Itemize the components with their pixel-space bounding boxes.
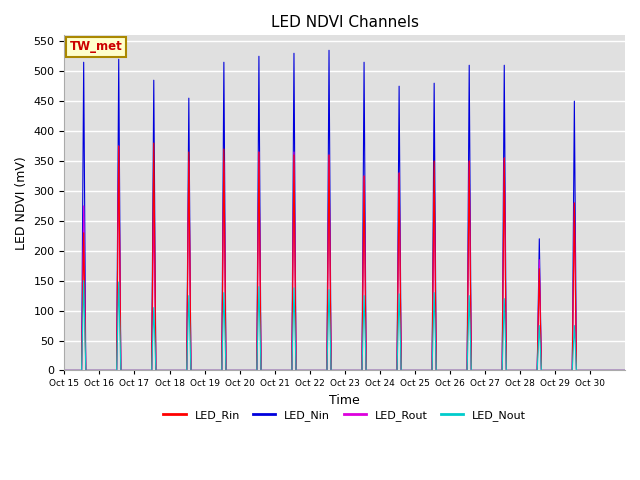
LED_Nin	[175, 368, 183, 373]
LED_Rout	[467, 245, 474, 251]
LED_Rout	[417, 368, 424, 373]
Line: LED_Rout: LED_Rout	[65, 146, 625, 371]
LED_Nout	[175, 368, 183, 373]
Line: LED_Nin: LED_Nin	[65, 50, 625, 371]
LED_Nout	[502, 349, 509, 355]
LED_Nin	[417, 368, 424, 373]
LED_Rin	[175, 368, 183, 373]
Text: TW_met: TW_met	[70, 40, 123, 53]
LED_Rin	[536, 274, 543, 280]
LED_Nin	[536, 247, 543, 252]
LED_Nout	[536, 326, 543, 332]
LED_Nout	[417, 368, 424, 373]
LED_Rout	[61, 368, 68, 373]
LED_Nout	[61, 368, 68, 373]
LED_Rout	[615, 368, 623, 373]
LED_Nin	[615, 368, 623, 373]
LED_Rin	[150, 140, 157, 146]
LED_Nout	[80, 278, 88, 284]
X-axis label: Time: Time	[330, 394, 360, 407]
LED_Rin	[61, 368, 68, 373]
LED_Rout	[115, 143, 123, 149]
LED_Rin	[502, 314, 509, 320]
Y-axis label: LED NDVI (mV): LED NDVI (mV)	[15, 156, 28, 250]
LED_Rout	[536, 266, 543, 272]
LED_Nin	[621, 368, 629, 373]
LED_Nout	[615, 368, 623, 373]
LED_Nin	[502, 291, 509, 297]
LED_Nin	[467, 190, 474, 195]
LED_Rin	[621, 368, 629, 373]
LED_Rout	[502, 314, 509, 320]
LED_Rout	[175, 368, 183, 373]
LED_Rin	[417, 368, 424, 373]
LED_Nin	[61, 368, 68, 373]
LED_Nout	[621, 368, 629, 373]
LED_Rout	[621, 368, 629, 373]
LED_Rin	[615, 368, 623, 373]
LED_Nout	[467, 324, 474, 330]
Legend: LED_Rin, LED_Nin, LED_Rout, LED_Nout: LED_Rin, LED_Nin, LED_Rout, LED_Nout	[159, 406, 531, 425]
Line: LED_Nout: LED_Nout	[65, 281, 625, 371]
LED_Rin	[467, 245, 474, 251]
LED_Nin	[325, 48, 333, 53]
Line: LED_Rin: LED_Rin	[65, 143, 625, 371]
Title: LED NDVI Channels: LED NDVI Channels	[271, 15, 419, 30]
